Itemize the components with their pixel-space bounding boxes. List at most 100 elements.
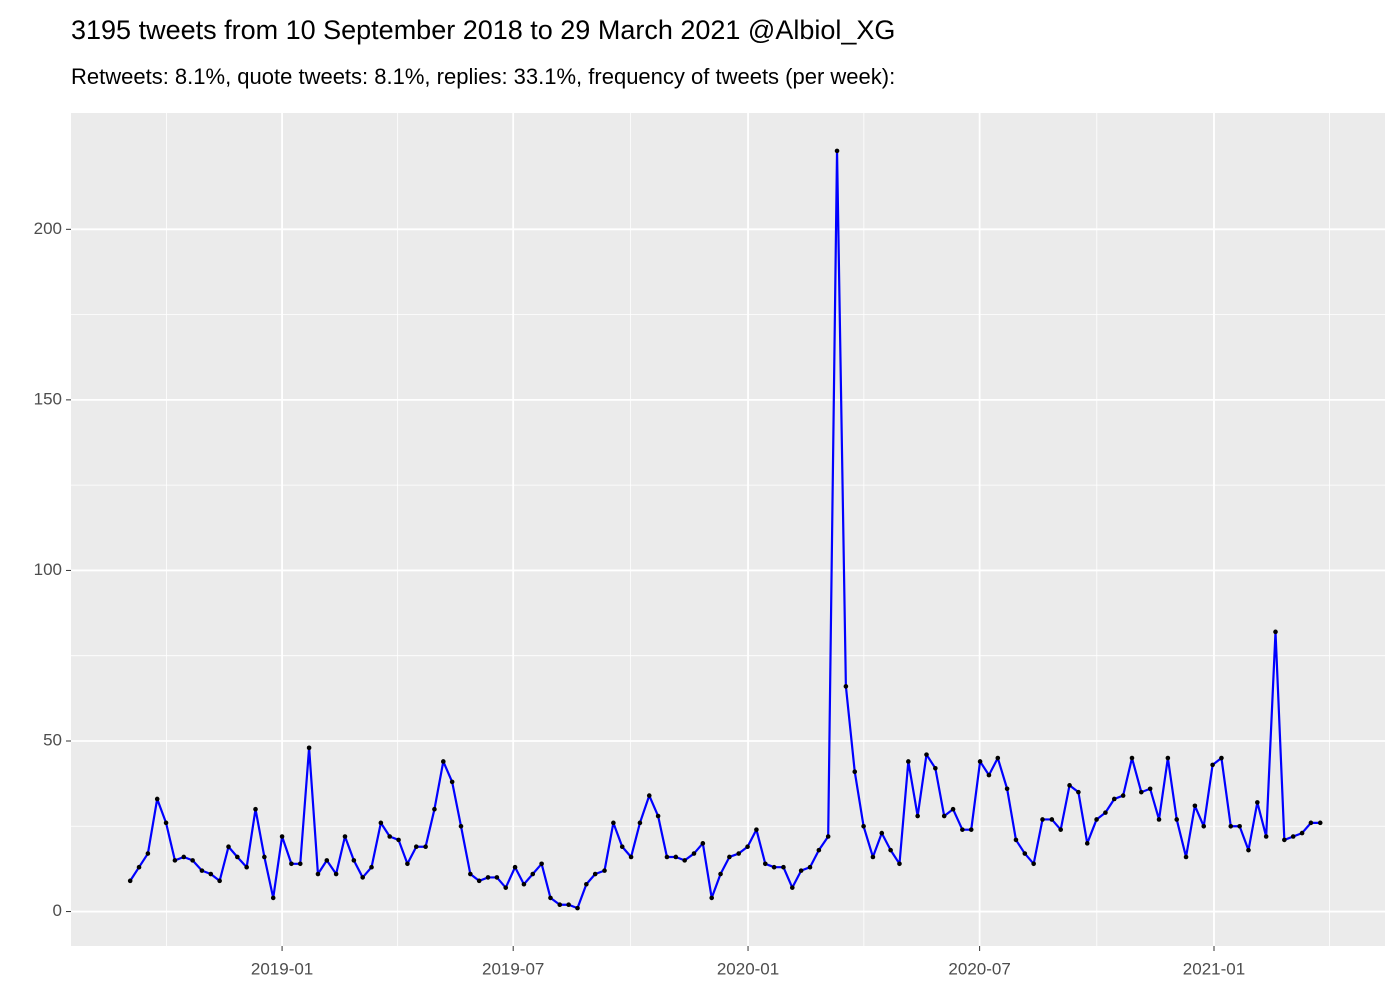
data-point xyxy=(297,861,303,867)
data-point xyxy=(1058,827,1063,832)
data-point xyxy=(1165,755,1171,761)
data-point xyxy=(539,861,544,867)
data-point xyxy=(709,895,714,901)
data-point xyxy=(933,765,938,771)
data-point xyxy=(548,895,553,901)
data-point xyxy=(915,813,920,819)
data-point xyxy=(289,861,294,867)
data-point xyxy=(485,875,491,880)
data-point xyxy=(458,823,464,829)
data-point xyxy=(941,813,947,819)
data-point xyxy=(351,858,357,863)
data-point xyxy=(664,854,670,860)
data-point xyxy=(1022,851,1028,856)
data-point xyxy=(986,772,992,778)
data-point xyxy=(530,871,536,877)
data-point xyxy=(270,895,276,901)
data-point xyxy=(235,854,240,860)
data-point xyxy=(906,759,911,764)
data-point xyxy=(762,861,768,867)
data-point xyxy=(226,844,231,850)
chart-title: 3195 tweets from 10 September 2018 to 29… xyxy=(71,15,895,45)
data-point xyxy=(736,851,742,856)
data-point xyxy=(396,837,401,843)
data-point xyxy=(924,752,929,757)
data-point xyxy=(843,684,849,689)
data-point xyxy=(1156,817,1162,822)
data-point xyxy=(494,875,500,880)
data-point xyxy=(1174,817,1180,822)
data-point xyxy=(262,854,267,860)
data-point xyxy=(897,861,902,867)
data-point xyxy=(315,871,321,877)
data-point xyxy=(172,858,178,863)
data-point xyxy=(1139,789,1144,795)
data-point xyxy=(253,806,258,812)
data-point xyxy=(136,864,142,870)
x-tick-label: 2020-01 xyxy=(717,959,779,978)
data-point xyxy=(637,820,643,826)
data-point xyxy=(1237,823,1242,829)
data-point xyxy=(423,844,428,850)
y-tick-label: 0 xyxy=(53,901,62,920)
y-tick-label: 50 xyxy=(43,730,62,749)
data-point xyxy=(611,820,616,826)
data-point xyxy=(1031,861,1036,867)
data-point xyxy=(861,823,866,829)
data-point xyxy=(781,864,786,870)
data-point xyxy=(870,854,876,860)
data-point xyxy=(154,796,160,802)
data-point xyxy=(1094,817,1099,822)
x-tick-label: 2019-01 xyxy=(251,959,313,978)
data-point xyxy=(879,830,885,836)
data-point xyxy=(324,858,330,863)
data-point xyxy=(1183,854,1189,860)
data-point xyxy=(333,871,339,877)
data-point xyxy=(1210,762,1215,768)
data-point xyxy=(1147,786,1153,792)
data-point xyxy=(1129,755,1135,761)
data-point xyxy=(1103,810,1108,815)
data-point xyxy=(208,871,214,877)
data-point xyxy=(646,793,652,798)
data-point xyxy=(1067,783,1072,788)
data-point xyxy=(378,820,384,826)
y-tick-label: 150 xyxy=(34,389,62,408)
data-point xyxy=(1076,789,1081,795)
data-point xyxy=(798,868,804,873)
x-tick-label: 2020-07 xyxy=(948,959,1010,978)
chart-subtitle: Retweets: 8.1%, quote tweets: 8.1%, repl… xyxy=(71,64,895,89)
data-point xyxy=(816,847,822,853)
data-point xyxy=(1228,823,1234,829)
data-point xyxy=(163,820,169,826)
data-point xyxy=(628,854,634,860)
data-point xyxy=(1255,800,1260,805)
data-point xyxy=(1246,847,1251,853)
data-point xyxy=(476,878,482,884)
data-point xyxy=(413,844,419,850)
data-point xyxy=(181,854,187,860)
data-point xyxy=(342,834,348,839)
data-point xyxy=(727,854,732,860)
data-point xyxy=(145,851,151,856)
data-point xyxy=(968,827,974,832)
data-point xyxy=(655,813,661,819)
data-point xyxy=(592,871,598,877)
data-point xyxy=(807,864,813,870)
data-point xyxy=(700,841,706,846)
data-point xyxy=(1308,820,1314,826)
data-point xyxy=(199,868,205,873)
data-point xyxy=(557,902,563,908)
data-point xyxy=(584,881,589,887)
data-point xyxy=(1219,755,1224,761)
data-point xyxy=(718,871,723,877)
data-point xyxy=(619,844,625,850)
data-point xyxy=(1192,803,1198,809)
data-point xyxy=(360,875,365,880)
data-point xyxy=(691,851,697,856)
data-point xyxy=(306,745,312,751)
data-point xyxy=(960,827,965,832)
data-point xyxy=(673,854,679,860)
data-point xyxy=(771,864,777,870)
y-tick-label: 100 xyxy=(34,560,62,579)
